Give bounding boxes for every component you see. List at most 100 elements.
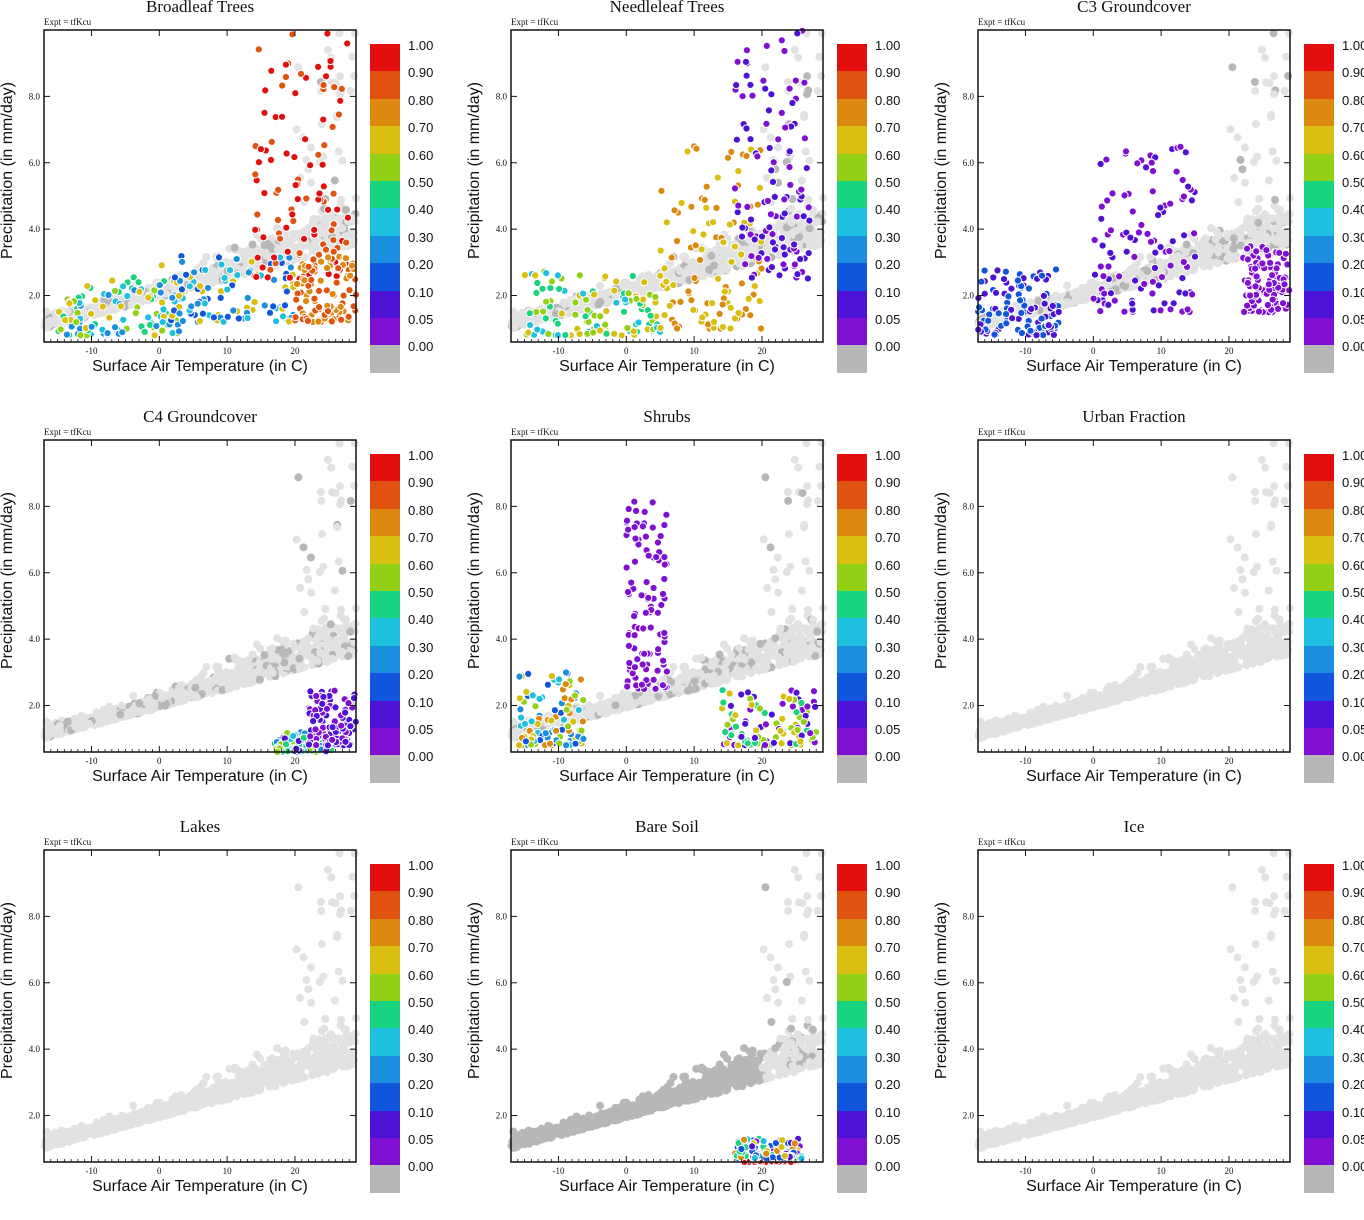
data-point-zero bbox=[200, 259, 208, 267]
data-point-zero bbox=[209, 267, 217, 275]
data-point-colored bbox=[311, 226, 318, 233]
data-point-colored bbox=[1105, 301, 1112, 308]
y-tick-label: 8.0 bbox=[29, 91, 41, 101]
data-point-colored bbox=[1253, 273, 1260, 280]
data-point-colored bbox=[1244, 279, 1251, 286]
data-point-colored bbox=[543, 298, 550, 305]
data-point-colored bbox=[690, 306, 697, 313]
data-point-colored bbox=[275, 186, 282, 193]
colorbar-label: 0.30 bbox=[408, 230, 433, 245]
data-point-zero bbox=[335, 558, 343, 566]
data-point-zero bbox=[118, 702, 126, 710]
colorbar-swatch bbox=[837, 126, 867, 153]
data-point-zero bbox=[200, 669, 208, 677]
data-point-colored bbox=[337, 97, 344, 104]
data-point-zero bbox=[813, 217, 821, 225]
data-point-zero bbox=[350, 72, 358, 80]
data-point-colored bbox=[781, 47, 788, 54]
data-point-colored bbox=[720, 239, 727, 246]
data-point-zero bbox=[324, 637, 332, 645]
data-point-colored bbox=[748, 253, 755, 260]
data-point-colored bbox=[1191, 230, 1198, 237]
data-point-colored bbox=[657, 272, 664, 279]
data-point-zero bbox=[346, 627, 354, 635]
data-point-colored bbox=[255, 159, 262, 166]
data-point-colored bbox=[277, 235, 284, 242]
data-point-colored bbox=[171, 274, 178, 281]
data-point-colored bbox=[791, 241, 798, 248]
data-point-colored bbox=[1167, 306, 1174, 313]
data-point-colored bbox=[319, 161, 326, 168]
colorbar-label: 0.60 bbox=[1342, 148, 1364, 163]
data-point-colored bbox=[321, 142, 328, 149]
data-point-colored bbox=[318, 258, 325, 265]
data-point-colored bbox=[105, 291, 112, 298]
data-point-colored bbox=[981, 290, 988, 297]
colorbar-swatch bbox=[837, 181, 867, 208]
data-point-colored bbox=[769, 231, 776, 238]
data-point-colored bbox=[749, 92, 756, 99]
data-point-colored bbox=[289, 211, 296, 218]
data-point-colored bbox=[710, 219, 717, 226]
data-point-colored bbox=[688, 203, 695, 210]
data-point-colored bbox=[674, 325, 681, 332]
data-point-colored bbox=[119, 329, 126, 336]
data-point-colored bbox=[663, 278, 670, 285]
data-point-colored bbox=[1090, 295, 1097, 302]
data-point-colored bbox=[1158, 274, 1165, 281]
data-point-colored bbox=[532, 272, 539, 279]
data-point-colored bbox=[1121, 308, 1128, 315]
data-point-colored bbox=[175, 328, 182, 335]
colorbar-label: 0.00 bbox=[875, 339, 900, 354]
data-point-colored bbox=[1149, 168, 1156, 175]
colorbar-label: 0.40 bbox=[875, 202, 900, 217]
data-point-colored bbox=[301, 277, 308, 284]
data-point-zero bbox=[596, 298, 604, 306]
data-point-colored bbox=[803, 165, 810, 172]
data-point-zero bbox=[1270, 90, 1278, 98]
colorbar-label: 0.70 bbox=[408, 120, 433, 135]
data-point-colored bbox=[282, 61, 289, 68]
data-point-zero bbox=[327, 464, 335, 472]
data-point-colored bbox=[684, 148, 691, 155]
data-point-colored bbox=[292, 182, 299, 189]
data-point-colored bbox=[697, 256, 704, 263]
data-point-colored bbox=[691, 274, 698, 281]
data-point-colored bbox=[994, 267, 1001, 274]
data-point-colored bbox=[1169, 238, 1176, 245]
data-point-zero bbox=[96, 310, 104, 318]
data-point-colored bbox=[109, 277, 116, 284]
data-point-colored bbox=[191, 269, 198, 276]
data-point-zero bbox=[347, 87, 355, 95]
data-point-colored bbox=[1099, 242, 1106, 249]
data-point-colored bbox=[307, 162, 314, 169]
data-point-colored bbox=[521, 272, 528, 279]
data-point-zero bbox=[46, 727, 54, 735]
data-point-colored bbox=[747, 216, 754, 223]
data-point-colored bbox=[1122, 148, 1129, 155]
data-point-colored bbox=[1259, 260, 1266, 267]
data-point-zero bbox=[336, 72, 344, 80]
data-point-colored bbox=[224, 286, 231, 293]
data-point-colored bbox=[1018, 329, 1025, 336]
data-point-colored bbox=[106, 314, 113, 321]
data-point-zero bbox=[296, 584, 304, 592]
x-axis-label: Surface Air Temperature (in C) bbox=[511, 358, 823, 376]
data-point-colored bbox=[235, 315, 242, 322]
colorbar-label: 0.20 bbox=[1342, 257, 1364, 272]
data-point-colored bbox=[534, 326, 541, 333]
data-point-colored bbox=[1263, 247, 1270, 254]
colorbar-label: 0.05 bbox=[875, 312, 900, 327]
data-point-colored bbox=[647, 312, 654, 319]
data-point-colored bbox=[1091, 271, 1098, 278]
data-point-zero bbox=[249, 241, 257, 249]
data-point-colored bbox=[254, 211, 261, 218]
data-point-colored bbox=[755, 254, 762, 261]
data-point-colored bbox=[770, 159, 777, 166]
data-point-colored bbox=[196, 318, 203, 325]
data-point-zero bbox=[327, 620, 335, 628]
data-point-colored bbox=[315, 318, 322, 325]
data-point-colored bbox=[117, 303, 124, 310]
